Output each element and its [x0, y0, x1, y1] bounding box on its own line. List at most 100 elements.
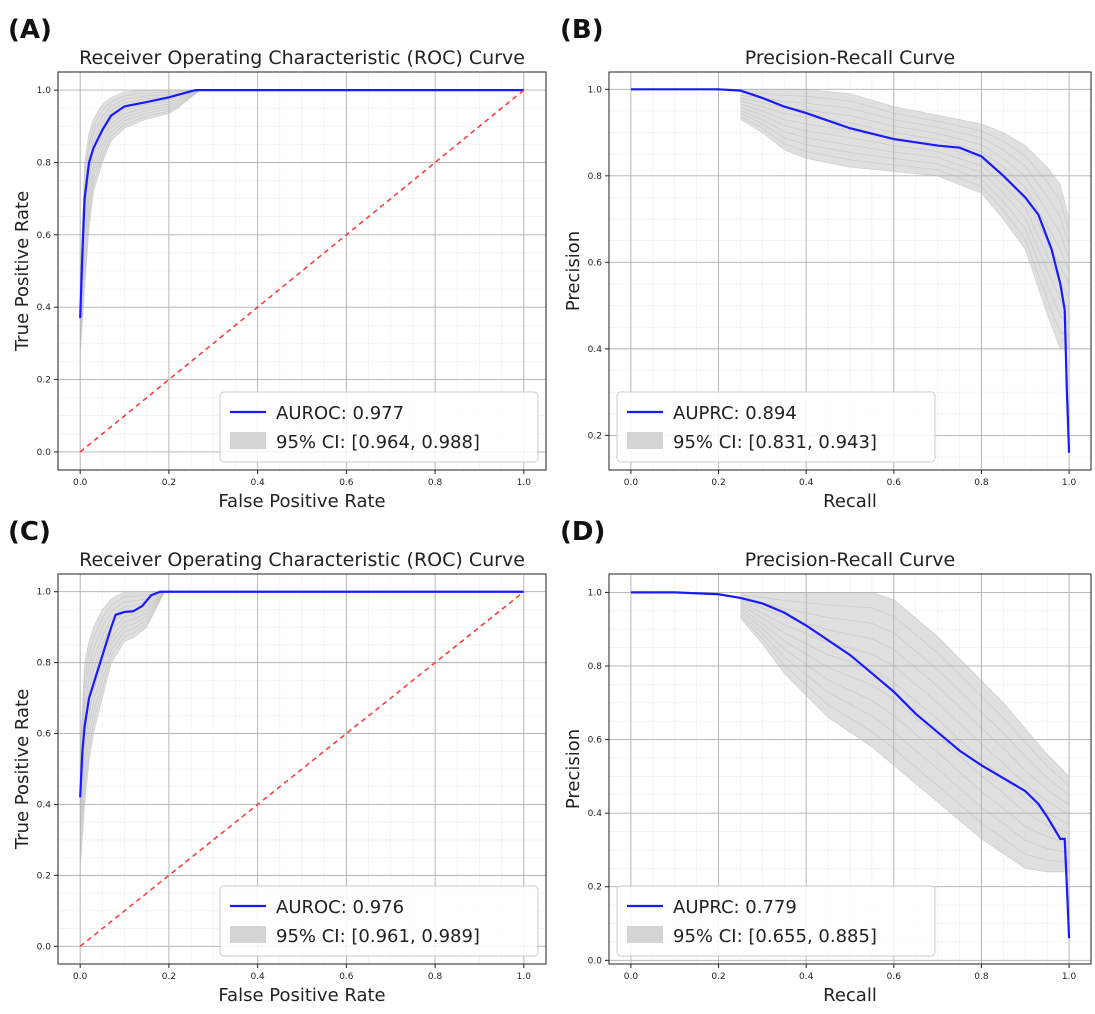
x-tick-label: 0.0: [73, 972, 88, 982]
x-tick-label: 0.6: [887, 972, 902, 982]
y-tick-label: 0.0: [588, 956, 603, 966]
legend-label-ci: 95% CI: [0.964, 0.988]: [276, 432, 480, 453]
ci-band-strand: [740, 113, 1070, 324]
y-tick-label: 1.0: [37, 86, 52, 96]
ci-band-strand: [740, 94, 1070, 246]
ci-band-strand: [79, 591, 165, 834]
panel-letter: (D): [560, 517, 605, 547]
ci-band-strand: [740, 617, 1070, 873]
ci-band-strand: [740, 607, 1070, 835]
ci-band-strand: [740, 615, 1070, 863]
y-tick-label: 0.2: [37, 376, 51, 386]
x-tick-label: 0.8: [428, 972, 443, 982]
y-tick-label: 0.4: [37, 800, 52, 810]
y-axis-label: Precision: [563, 729, 584, 809]
x-tick-label: 0.0: [624, 478, 639, 488]
x-tick-label: 0.6: [887, 478, 902, 488]
y-axis-label: True Positive Rate: [12, 191, 33, 352]
legend-band-swatch: [230, 926, 266, 943]
y-tick-label: 0.4: [37, 303, 52, 313]
legend: AUROC: 0.977 95% CI: [0.964, 0.988]: [219, 391, 539, 463]
legend-box: [616, 885, 936, 957]
x-tick-label: 0.8: [428, 478, 443, 488]
x-tick-label: 0.4: [799, 478, 814, 488]
chart-title: Receiver Operating Characteristic (ROC) …: [79, 47, 525, 69]
legend: AUPRC: 0.779 95% CI: [0.655, 0.885]: [616, 885, 936, 957]
ci-band-strand: [79, 591, 165, 857]
x-tick-label: 0.0: [624, 972, 639, 982]
legend-box: [219, 391, 539, 463]
x-axis-label: Recall: [823, 985, 877, 1006]
chart-panel-a: (A) Receiver Operating Characteristic (RO…: [8, 15, 547, 512]
y-tick-label: 0.8: [37, 158, 52, 168]
ci-band-strand: [740, 602, 1070, 815]
x-tick-label: 0.8: [974, 478, 989, 488]
y-tick-label: 0.6: [37, 730, 52, 740]
panel-letter: (C): [8, 517, 51, 547]
legend-band-swatch: [627, 432, 663, 449]
ci-band-strand: [740, 107, 1070, 298]
ci-band-strand: [79, 89, 201, 326]
legend: AUPRC: 0.894 95% CI: [0.831, 0.943]: [616, 391, 936, 463]
chart-title: Receiver Operating Characteristic (ROC) …: [79, 549, 525, 571]
ci-band-strand: [79, 89, 201, 348]
y-tick-label: 1.0: [37, 588, 52, 598]
x-tick-label: 0.2: [711, 478, 725, 488]
x-tick-label: 0.4: [250, 478, 265, 488]
x-tick-label: 0.6: [339, 478, 354, 488]
y-tick-label: 0.2: [588, 431, 602, 441]
y-axis-label: True Positive Rate: [12, 689, 33, 850]
legend-band-swatch: [627, 926, 663, 943]
legend-label-ci: 95% CI: [0.831, 0.943]: [673, 432, 877, 453]
ci-band-strand: [740, 116, 1070, 337]
curve-line: [630, 88, 1071, 453]
ci-band-strand: [79, 591, 165, 763]
ci-band-strand: [79, 591, 165, 787]
y-tick-label: 0.8: [37, 659, 52, 669]
ci-band: [740, 592, 1070, 873]
y-tick-label: 0.6: [588, 258, 603, 268]
x-tick-label: 0.0: [73, 478, 88, 488]
legend: AUROC: 0.976 95% CI: [0.961, 0.989]: [219, 885, 539, 957]
chart-title: Precision-Recall Curve: [745, 549, 955, 571]
chance-line: [79, 591, 525, 947]
legend-label-curve: AUPRC: 0.894: [673, 403, 797, 424]
y-tick-label: 0.2: [37, 871, 51, 881]
x-axis-label: False Positive Rate: [218, 985, 385, 1006]
curve-line: [79, 590, 524, 798]
panel-letter: (A): [8, 15, 52, 45]
ci-band-strand: [79, 89, 201, 355]
x-axis-label: False Positive Rate: [218, 491, 385, 512]
x-tick-label: 0.4: [799, 972, 814, 982]
y-tick-label: 0.6: [37, 231, 52, 241]
x-tick-label: 0.2: [162, 478, 176, 488]
y-tick-label: 1.0: [588, 588, 603, 598]
ci-band-strand: [79, 89, 201, 340]
legend-label-curve: AUROC: 0.976: [276, 897, 404, 918]
ci-band-strand: [79, 591, 165, 822]
curve-line: [79, 88, 524, 319]
ci-band-strand: [79, 89, 201, 319]
chance-line: [79, 89, 525, 453]
y-axis-label: Precision: [563, 231, 584, 311]
legend-box: [616, 391, 936, 463]
ci-band-strand: [79, 89, 201, 333]
axes-frame: [57, 71, 547, 471]
legend-label-curve: AUPRC: 0.779: [673, 897, 797, 918]
x-tick-label: 0.2: [711, 972, 725, 982]
y-tick-label: 0.4: [588, 345, 603, 355]
x-tick-label: 1.0: [517, 972, 532, 982]
y-tick-label: 0.6: [588, 736, 603, 746]
chart-panel-d: (D) Precision-Recall Curve 0.0 0.2 0.4 0.6 0.8…: [560, 517, 1092, 1006]
panel-letter: (B): [560, 15, 604, 45]
y-tick-label: 1.0: [588, 85, 603, 95]
x-tick-label: 1.0: [1062, 478, 1077, 488]
x-axis-label: Recall: [823, 491, 877, 512]
legend-label-ci: 95% CI: [0.655, 0.885]: [673, 926, 877, 947]
y-tick-label: 0.8: [588, 172, 603, 182]
y-tick-label: 0.4: [588, 809, 603, 819]
axes-frame: [608, 573, 1092, 965]
y-tick-label: 0.2: [588, 883, 602, 893]
x-tick-label: 0.6: [339, 972, 354, 982]
